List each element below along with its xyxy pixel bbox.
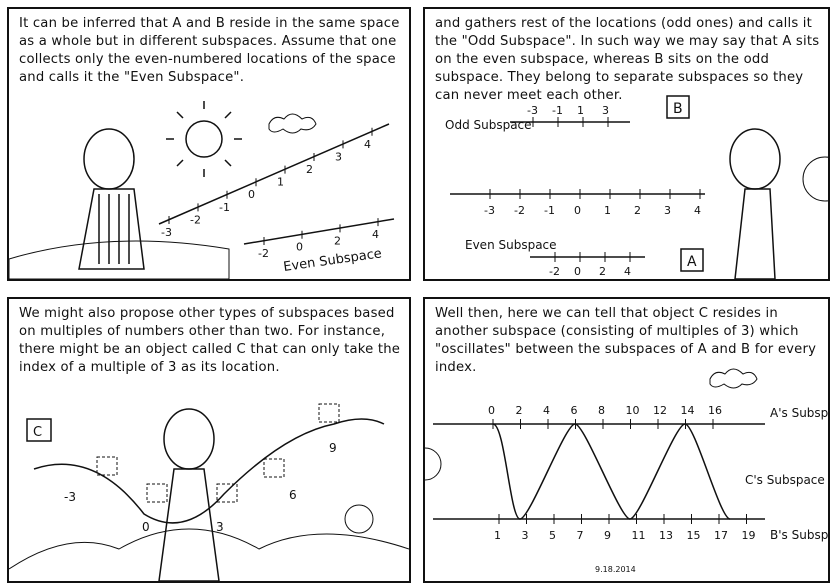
svg-text:B: B (673, 101, 683, 117)
panel-2-caption: and gathers rest of the locations (odd o… (435, 16, 820, 103)
even-label: 4 (372, 228, 379, 241)
c-subspace-label: C's Subspace (745, 473, 825, 487)
label-neg3: -3 (64, 490, 76, 504)
panel-4: Well then, here we can tell that object … (423, 297, 830, 583)
line-label: -3 (161, 226, 172, 239)
sun-icon (344, 504, 374, 534)
philosopher-figure (729, 128, 781, 279)
even-label: 2 (334, 234, 341, 247)
box-b: B (666, 95, 690, 119)
wavy-number-line (33, 418, 385, 524)
label-3: 3 (216, 520, 224, 534)
line-label: 0 (248, 188, 255, 201)
even-number-line (243, 218, 395, 245)
line-label: 0 (574, 204, 581, 217)
line-label: 2 (306, 163, 313, 176)
cloud-icon (268, 113, 317, 134)
line-label: 1 (277, 176, 284, 189)
panel-3: We might also propose other types of sub… (7, 297, 411, 583)
possible-positions (96, 403, 340, 503)
label-0: 0 (142, 520, 150, 534)
panel-1-caption: It can be inferred that A and B reside i… (19, 16, 400, 85)
panel-2-drawing: Odd Subspace Even Subspace -3 -1 1 3 -3 -2 -1 0… (445, 95, 828, 279)
even-label: 2 (599, 265, 606, 278)
line-label: 3 (335, 150, 342, 163)
a-tick-label: 12 (653, 404, 667, 417)
line-label: -1 (544, 204, 555, 217)
odd-label: 3 (602, 104, 609, 117)
hill (9, 240, 230, 279)
sun-icon (802, 156, 828, 202)
b-tick-label: 19 (742, 529, 756, 542)
panel-3-caption: We might also propose other types of sub… (19, 306, 401, 375)
odd-label: 1 (577, 104, 584, 117)
label-6: 6 (289, 488, 297, 502)
box-c: C (26, 418, 52, 442)
a-tick-label: 16 (708, 404, 722, 417)
main-number-line (158, 123, 390, 225)
sun-icon (166, 101, 242, 177)
b-tick-label: 15 (687, 529, 701, 542)
philosopher-figure (78, 128, 145, 270)
a-tick-label: 2 (516, 404, 523, 417)
even-label: 0 (574, 265, 581, 278)
svg-text:A: A (687, 254, 697, 270)
panel-4-caption: Well then, here we can tell that object … (435, 306, 817, 375)
b-subspace-label: B's Subspace (770, 528, 828, 542)
panel-3-drawing: C -3 0 3 6 9 (9, 403, 409, 581)
panel-2: and gathers rest of the locations (odd o… (423, 7, 830, 281)
b-tick-label: 11 (632, 529, 646, 542)
philosopher-figure (158, 408, 220, 581)
line-label: 4 (694, 204, 701, 217)
even-label: -2 (258, 247, 269, 260)
line-label: 3 (664, 204, 671, 217)
panel-1: It can be inferred that A and B reside i… (7, 7, 411, 281)
line-label: 1 (604, 204, 611, 217)
a-subspace-label: A's Subspace (770, 406, 828, 420)
even-subspace-label: Even Subspace (465, 238, 557, 252)
even-label: 0 (296, 241, 303, 254)
hills (9, 528, 409, 570)
b-tick-label: 3 (522, 529, 529, 542)
line-label: -2 (514, 204, 525, 217)
odd-label: -1 (552, 104, 563, 117)
line-label: -3 (484, 204, 495, 217)
b-tick-label: 1 (494, 529, 501, 542)
c-oscillation-curve (492, 423, 731, 520)
date-stamp: 9.18.2014 (595, 565, 636, 574)
b-tick-label: 17 (714, 529, 728, 542)
odd-subspace-label: Odd Subspace (445, 118, 532, 132)
line-label: -2 (190, 213, 201, 226)
line-label: -1 (219, 201, 230, 214)
label-9: 9 (329, 441, 337, 455)
b-tick-label: 5 (549, 529, 556, 542)
sun-icon (425, 447, 442, 481)
even-label: 4 (624, 265, 631, 278)
b-tick-label: 9 (604, 529, 611, 542)
a-tick-label: 14 (681, 404, 695, 417)
a-tick-label: 4 (543, 404, 550, 417)
a-tick-label: 10 (626, 404, 640, 417)
odd-label: -3 (527, 104, 538, 117)
b-tick-label: 13 (659, 529, 673, 542)
even-label: -2 (549, 265, 560, 278)
a-tick-label: 0 (488, 404, 495, 417)
line-label: 2 (634, 204, 641, 217)
a-tick-label: 8 (598, 404, 605, 417)
line-label: 4 (364, 138, 371, 151)
box-a: A (680, 248, 704, 272)
a-tick-label: 6 (571, 404, 578, 417)
cloud-icon (709, 368, 758, 389)
svg-text:C: C (33, 425, 42, 440)
b-tick-label: 7 (577, 529, 584, 542)
